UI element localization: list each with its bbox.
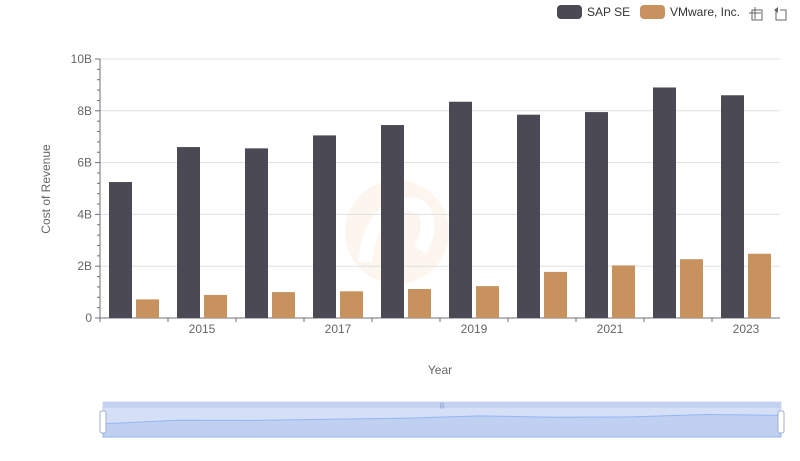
bar-sap-se-2021[interactable] bbox=[585, 112, 608, 318]
x-tick-label: 2017 bbox=[325, 322, 352, 336]
bar-vmware-2021[interactable] bbox=[612, 265, 635, 318]
y-axis: 0 2B 4B 6B 8B 10B bbox=[71, 52, 101, 325]
y-tick-label: 0 bbox=[85, 311, 92, 325]
data-zoom-slider[interactable]: ||| bbox=[99, 401, 785, 438]
slider-grip-icon: ||| bbox=[440, 403, 445, 409]
bar-sap-se-2022[interactable] bbox=[653, 87, 676, 319]
bar-sap-se-2015[interactable] bbox=[177, 147, 200, 318]
restore-icon[interactable] bbox=[774, 7, 787, 21]
y-tick-label: 6B bbox=[77, 156, 92, 170]
legend-label[interactable]: SAP SE bbox=[587, 5, 630, 19]
zoom-icon[interactable] bbox=[749, 7, 763, 21]
slider-left-handle[interactable] bbox=[99, 410, 107, 434]
bar-vmware-2022[interactable] bbox=[680, 259, 703, 318]
bar-sap-se-2020[interactable] bbox=[517, 114, 540, 318]
x-tick-label: 2023 bbox=[733, 322, 760, 336]
x-axis: 2015 2017 2019 2021 2023 bbox=[99, 317, 780, 336]
y-tick-label: 4B bbox=[77, 207, 92, 221]
legend-label[interactable]: VMware, Inc. bbox=[670, 5, 740, 19]
bar-sap-se-2023[interactable] bbox=[721, 95, 744, 318]
bar-vmware-2020[interactable] bbox=[544, 271, 567, 318]
bar-sap-se-2017[interactable] bbox=[313, 135, 336, 318]
bar-vmware-2018[interactable] bbox=[408, 288, 431, 318]
bar-vmware-2015[interactable] bbox=[204, 294, 227, 318]
slider-right-handle[interactable] bbox=[777, 410, 785, 434]
bar-vmware-2023[interactable] bbox=[748, 253, 771, 318]
x-tick-label: 2015 bbox=[189, 322, 216, 336]
bar-vmware-2014[interactable] bbox=[136, 299, 159, 318]
y-tick-label: 2B bbox=[77, 259, 92, 273]
legend[interactable]: SAP SE VMware, Inc. bbox=[557, 5, 740, 19]
x-tick-label: 2021 bbox=[597, 322, 624, 336]
bar-vmware-2017[interactable] bbox=[340, 291, 363, 318]
legend-swatch[interactable] bbox=[640, 5, 665, 19]
bar-sap-se-2016[interactable] bbox=[245, 148, 268, 318]
y-axis-title: Cost of Revenue bbox=[39, 144, 53, 234]
bars bbox=[109, 87, 771, 319]
y-tick-label: 10B bbox=[71, 52, 92, 66]
legend-swatch[interactable] bbox=[557, 5, 582, 19]
bar-sap-se-2019[interactable] bbox=[449, 101, 472, 318]
y-tick-label: 8B bbox=[77, 104, 92, 118]
bar-sap-se-2018[interactable] bbox=[381, 125, 404, 318]
bar-vmware-2016[interactable] bbox=[272, 292, 295, 318]
slider-top-bar[interactable] bbox=[103, 402, 781, 408]
x-axis-title: Year bbox=[428, 363, 452, 377]
bar-sap-se-2014[interactable] bbox=[109, 182, 132, 318]
bar-vmware-2019[interactable] bbox=[476, 286, 499, 318]
x-tick-label: 2019 bbox=[461, 322, 488, 336]
